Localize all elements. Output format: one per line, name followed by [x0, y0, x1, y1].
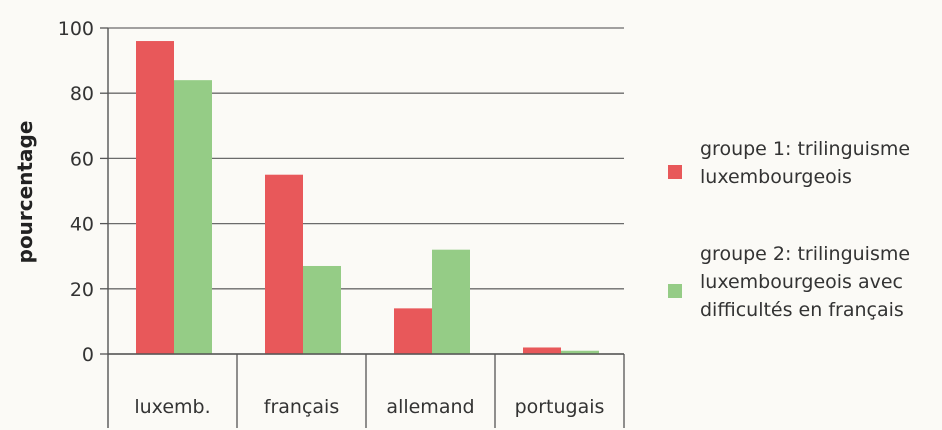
legend: groupe 1: trilinguisme luxembourgeois grou… [668, 138, 910, 321]
bar-2-1 [303, 265, 341, 354]
bar-2-2 [432, 249, 470, 354]
legend-label-2: groupe 2: trilinguisme [700, 243, 910, 265]
y-tick-labels: 0 20 40 60 80 100 [58, 18, 94, 366]
category-labels: luxemb. français allemand portugais [134, 396, 604, 418]
x-category-label: luxemb. [134, 396, 210, 418]
legend-label-2: luxembourgeois avec [700, 271, 903, 293]
bar-2-3 [561, 350, 599, 354]
y-tick-label: 20 [70, 279, 94, 301]
y-tick-label: 100 [58, 18, 94, 40]
legend-label-1: groupe 1: trilinguisme [700, 138, 910, 160]
bar-1-0 [136, 41, 174, 354]
legend-swatch-1 [668, 165, 682, 179]
x-category-label: portugais [515, 396, 605, 418]
y-axis-title: pourcentage [13, 121, 37, 264]
y-tick-label: 60 [70, 148, 94, 170]
x-category-label: français [264, 396, 339, 418]
bars [136, 41, 599, 354]
bar-1-2 [394, 308, 432, 354]
bar-2-0 [174, 80, 212, 354]
legend-label-2: difficultés en français [700, 299, 904, 321]
axes [100, 27, 625, 428]
legend-swatch-2 [668, 284, 682, 298]
y-tick-label: 0 [82, 344, 94, 366]
y-tick-label: 40 [70, 214, 94, 236]
bar-1-3 [523, 347, 561, 354]
bar-1-1 [265, 174, 303, 354]
legend-label-1: luxembourgeois [700, 166, 852, 188]
y-tick-label: 80 [70, 83, 94, 105]
x-category-label: allemand [386, 396, 474, 418]
